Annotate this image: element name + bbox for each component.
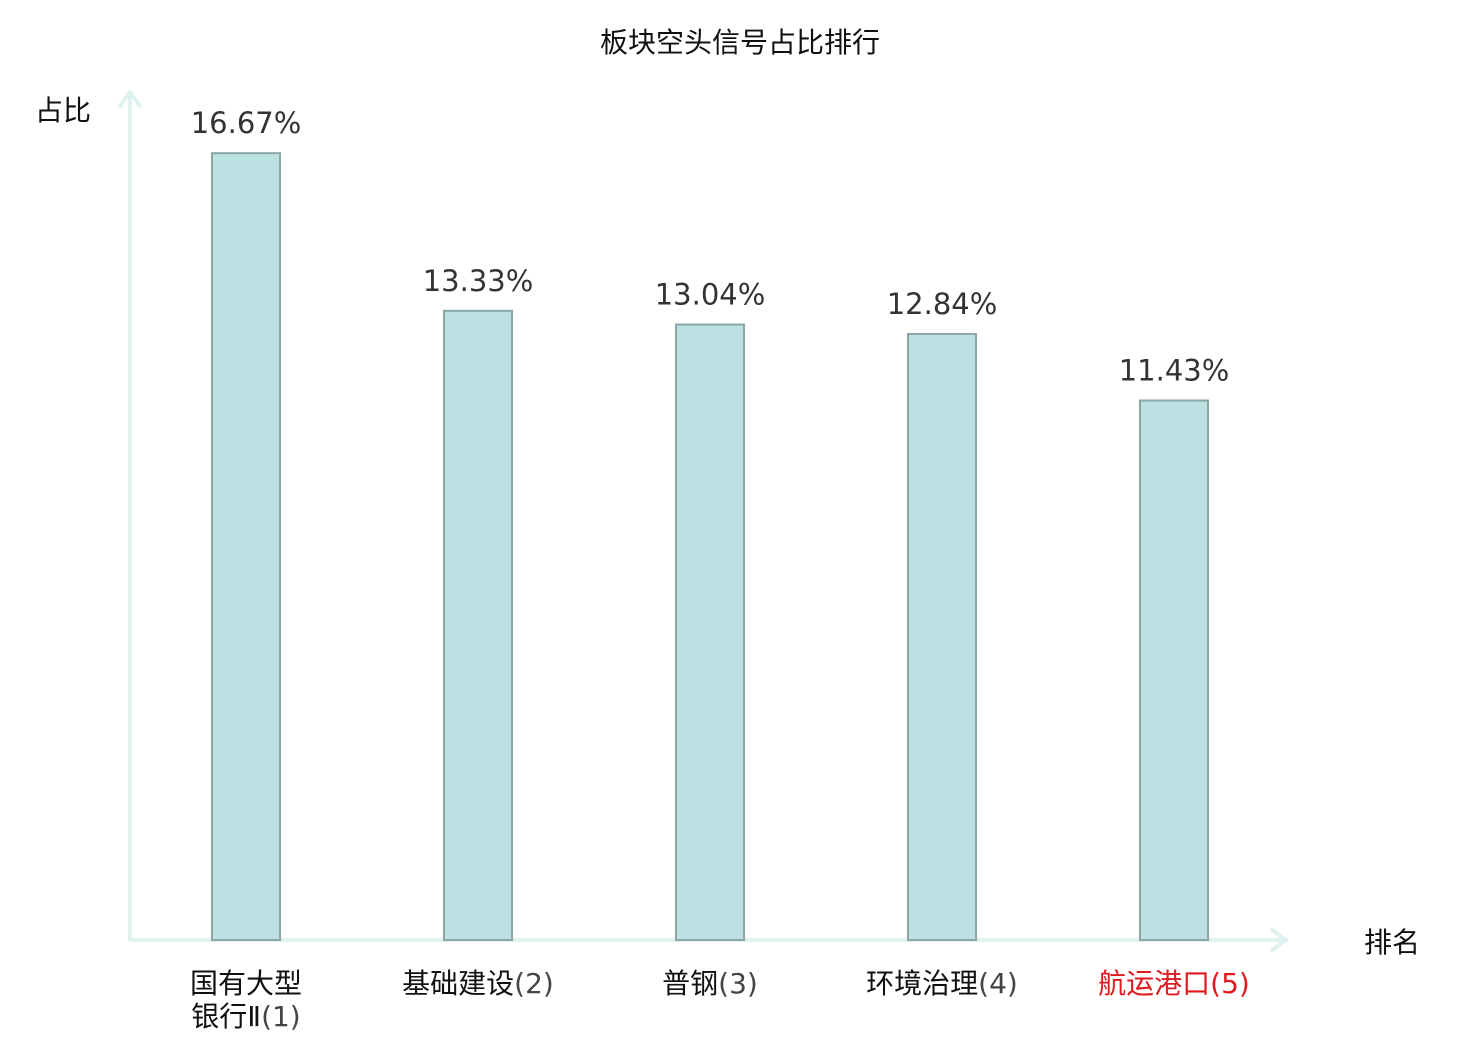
y-axis [118, 90, 142, 942]
value-label-3: 13.04% [655, 278, 766, 312]
value-label-5: 11.43% [1119, 354, 1230, 388]
category-name: 环境治理 [866, 967, 978, 1000]
category-label-line: 基础建设(2) [402, 967, 554, 1000]
y-axis-label: 占比 [35, 94, 91, 127]
bar-4 [907, 332, 977, 941]
category-label-line: 环境治理(4) [866, 967, 1018, 1000]
category-name: 基础建设 [402, 967, 514, 1000]
bar-3 [675, 323, 745, 941]
category-label-line: 普钢(3) [662, 967, 758, 1000]
category-rank: (4) [978, 967, 1018, 1000]
category-rank: (5) [1210, 967, 1250, 1000]
bar-1 [211, 152, 281, 941]
category-name: 普钢 [662, 967, 718, 1000]
category-rank: (1) [261, 1000, 301, 1033]
value-label-2: 13.33% [423, 264, 534, 298]
x-axis-label: 排名 [1364, 926, 1420, 959]
category-label-5: 航运港口(5) [1098, 967, 1250, 1000]
category-label-2: 基础建设(2) [402, 967, 554, 1000]
category-rank: (3) [718, 967, 758, 1000]
category-name: 银行Ⅱ [191, 1000, 261, 1033]
bars-group [211, 152, 1209, 942]
category-rank: (2) [514, 967, 554, 1000]
value-label-4: 12.84% [887, 287, 998, 321]
category-label-line: 国有大型 [190, 967, 302, 1000]
value-label-1: 16.67% [191, 106, 302, 140]
value-labels-group: 16.67% 13.33% 13.04% 12.84% 11.43% [191, 106, 1230, 387]
bar-2 [443, 309, 513, 942]
category-label-line: 银行Ⅱ(1) [191, 1000, 300, 1033]
category-name: 航运港口 [1098, 967, 1210, 1000]
category-label-4: 环境治理(4) [866, 967, 1018, 1000]
category-name: 国有大型 [190, 967, 302, 1000]
bar-5 [1139, 399, 1209, 941]
chart-title: 板块空头信号占比排行 [600, 26, 880, 59]
category-label-line: 航运港口(5) [1098, 967, 1250, 1000]
category-label-3: 普钢(3) [662, 967, 758, 1000]
